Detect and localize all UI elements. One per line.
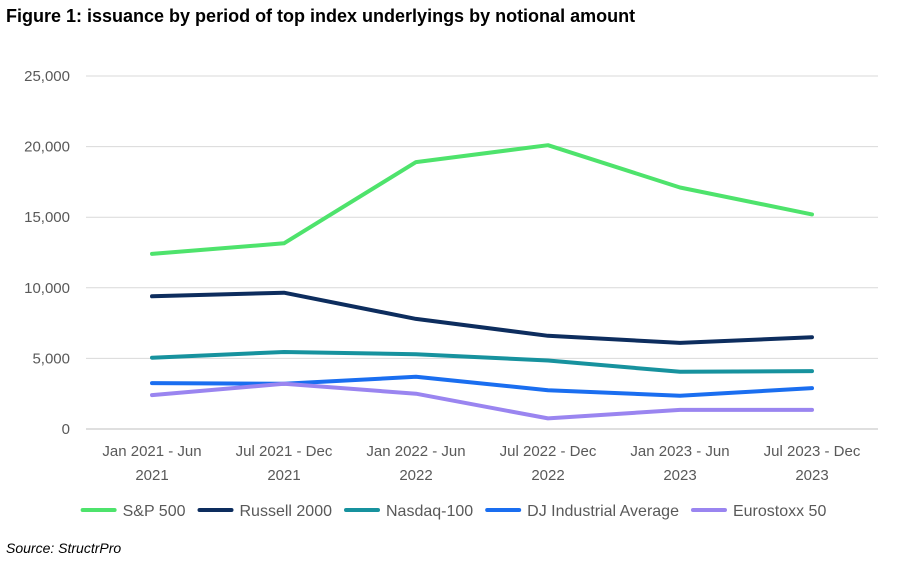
x-tick-label: 2022	[531, 467, 564, 484]
series-line-eurostoxx-50	[150, 381, 814, 421]
legend-label: Eurostoxx 50	[733, 503, 826, 520]
gridlines	[86, 75, 878, 430]
x-tick-label: 2023	[663, 467, 696, 484]
series-line-nasdaq-100	[150, 350, 814, 374]
figure-title: Figure 1: issuance by period of top inde…	[6, 6, 636, 26]
legend-item-eurostoxx-50: Eurostoxx 50	[690, 503, 826, 520]
legend-label: Nasdaq-100	[386, 503, 473, 520]
x-tick-label: Jan 2021 - Jun	[102, 443, 201, 460]
y-tick-label: 25,000	[24, 68, 70, 85]
x-tick-label: Jul 2022 - Dec	[500, 443, 597, 460]
y-tick-label: 20,000	[24, 139, 70, 156]
legend-label: Russell 2000	[240, 503, 333, 520]
x-tick-label: 2023	[795, 467, 828, 484]
legend-label: S&P 500	[123, 503, 186, 520]
y-tick-label: 10,000	[24, 280, 70, 297]
x-tick-label: Jul 2021 - Dec	[236, 443, 333, 460]
legend-item-russell-2000: Russell 2000	[197, 503, 333, 520]
y-tick-label: 5,000	[32, 350, 70, 367]
x-tick-label: 2021	[135, 467, 168, 484]
legend-label: DJ Industrial Average	[527, 503, 679, 520]
y-axis-tick-labels: 0 5,000 10,000 15,000 20,000 25,000	[24, 68, 70, 438]
legend-item-dj-industrial-average: DJ Industrial Average	[485, 503, 679, 520]
y-tick-label: 0	[62, 421, 70, 438]
x-tick-label: Jul 2023 - Dec	[764, 443, 861, 460]
x-tick-label: 2021	[267, 467, 300, 484]
series-lines	[150, 143, 814, 421]
series-line-russell-2000	[150, 290, 814, 345]
source-note: Source: StructrPro	[6, 540, 122, 556]
y-tick-label: 15,000	[24, 209, 70, 226]
x-tick-label: 2022	[399, 467, 432, 484]
legend: S&P 500 Russell 2000 Nasdaq-100 DJ Industri…	[80, 503, 826, 520]
x-tick-label: Jan 2023 - Jun	[630, 443, 729, 460]
x-axis-tick-labels: Jan 2021 - Jun 2021 Jul 2021 - Dec 2021 Jan …	[102, 443, 860, 484]
legend-item-s-p-500: S&P 500	[80, 503, 186, 520]
legend-item-nasdaq-100: Nasdaq-100	[344, 503, 473, 520]
x-tick-label: Jan 2022 - Jun	[366, 443, 465, 460]
series-line-s-p-500	[150, 143, 814, 256]
